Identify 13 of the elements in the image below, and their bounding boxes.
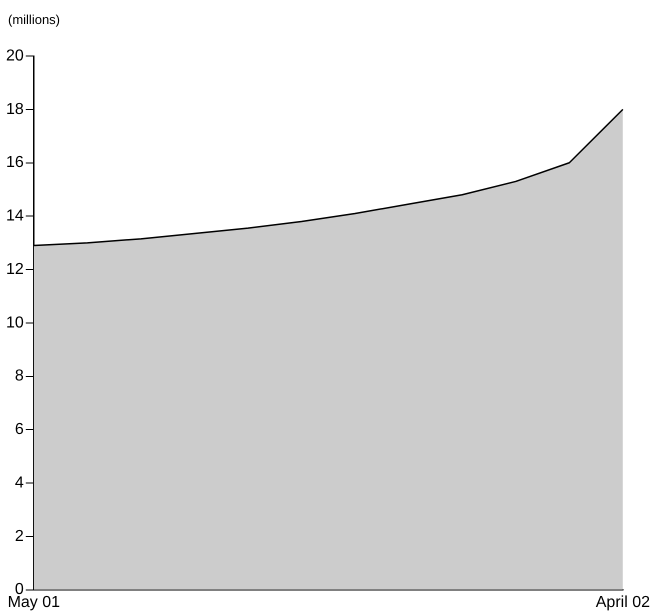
y-tick-label: 10 <box>6 314 24 332</box>
y-tick-label: 8 <box>14 368 24 385</box>
y-tick-label: 4 <box>14 474 24 492</box>
chart-subtitle: (millions) <box>8 12 60 27</box>
y-tick-label: 14 <box>6 208 24 225</box>
y-tick-label: 12 <box>6 260 24 278</box>
y-tick-label: 6 <box>14 421 24 438</box>
y-tick-label: 16 <box>6 154 24 172</box>
x-tick-label: April 02 <box>596 594 650 611</box>
y-tick-label: 18 <box>6 100 24 118</box>
x-tick-label: May 01 <box>8 594 60 611</box>
y-tick-label: 20 <box>6 47 24 64</box>
y-tick-label: 2 <box>14 528 24 545</box>
